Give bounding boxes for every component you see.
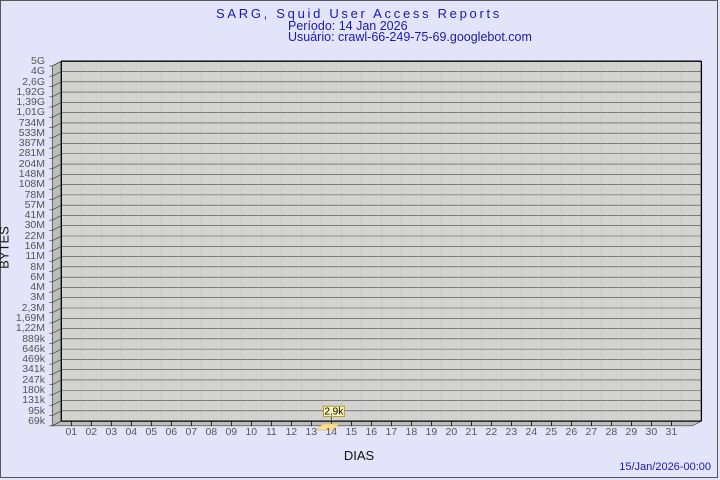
svg-text:2,9k: 2,9k (324, 407, 344, 418)
